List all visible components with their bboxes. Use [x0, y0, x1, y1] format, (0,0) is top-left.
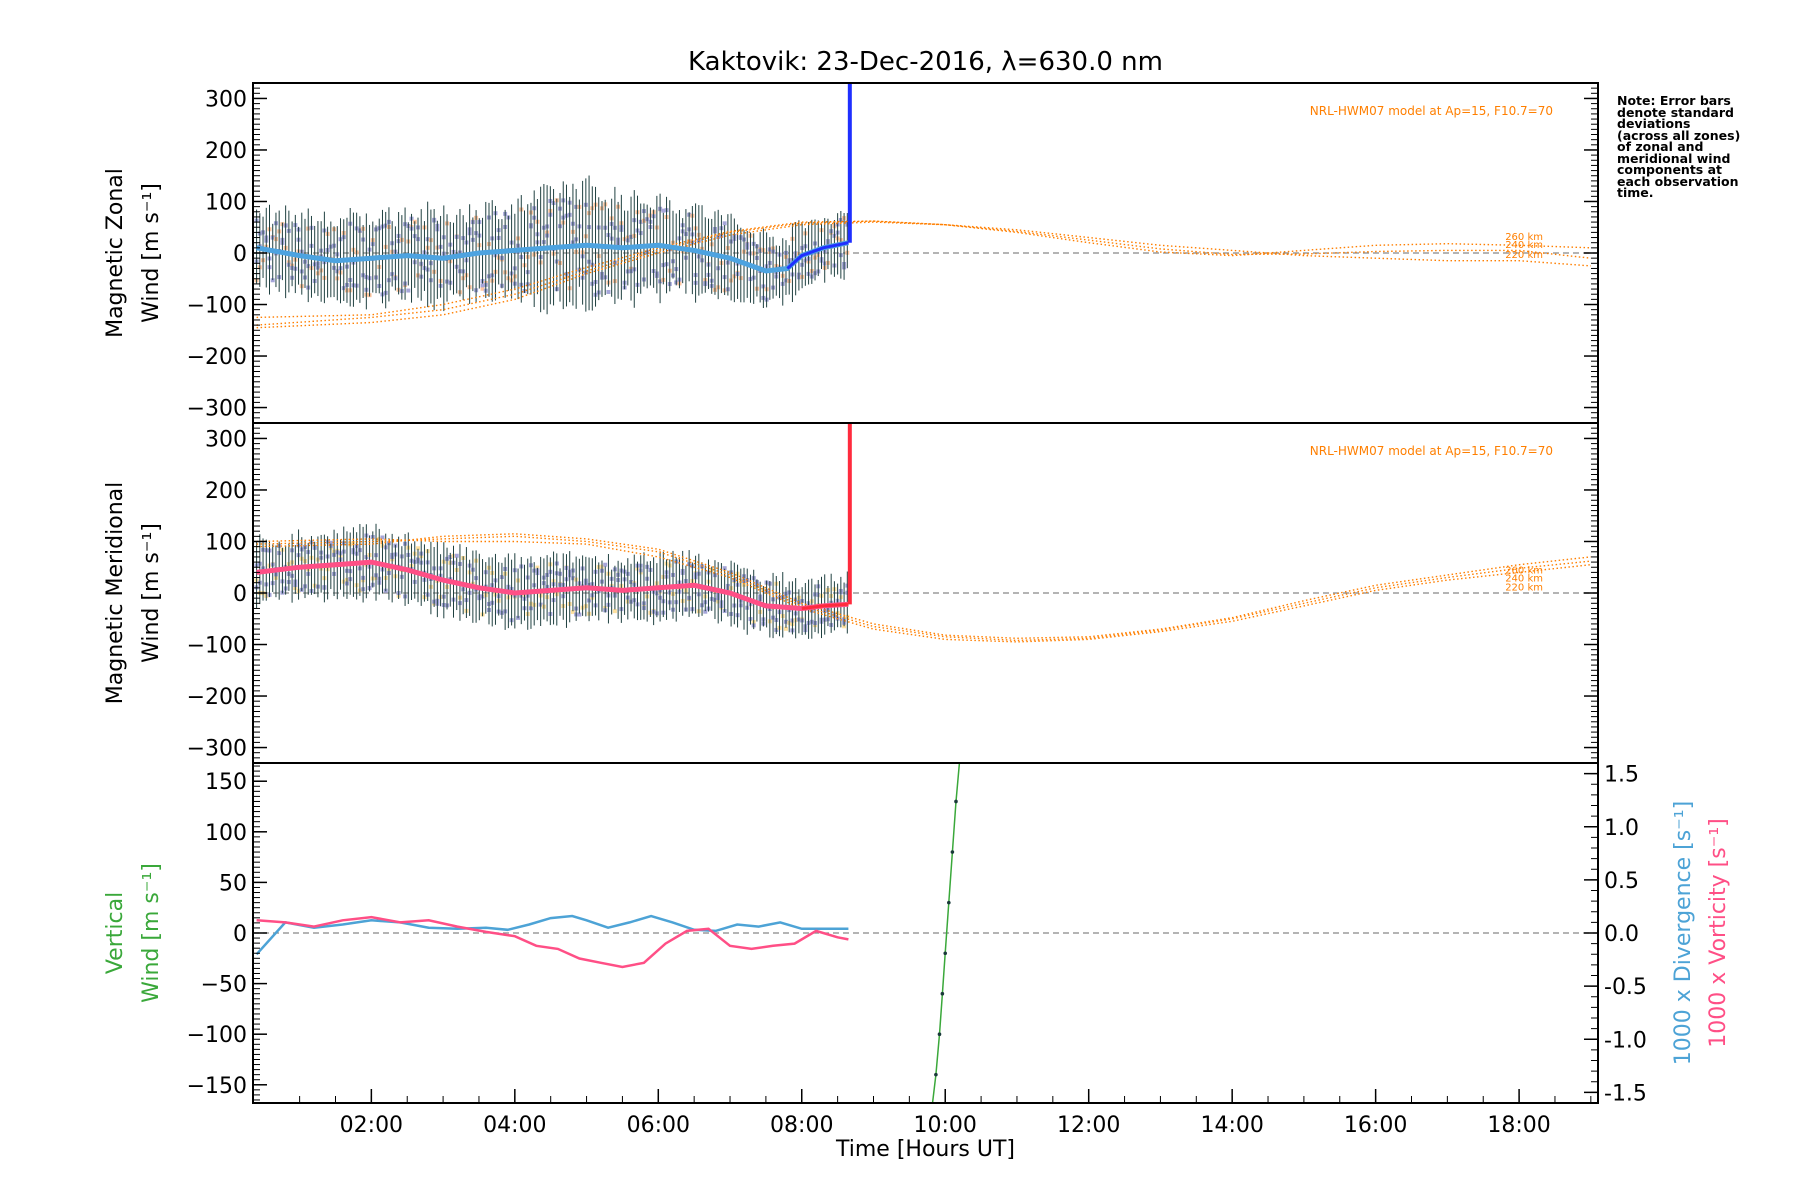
altitude-label: 260 km: [1505, 232, 1543, 243]
y-tick-label: −100: [187, 634, 247, 659]
y-tick-label: 300: [205, 87, 247, 112]
y-tick-label: 100: [205, 530, 247, 555]
altitude-label: 240 km: [1505, 574, 1543, 585]
y-axis-label-line1: Magnetic Meridional: [103, 482, 128, 704]
y-tick-label: −100: [187, 1023, 247, 1048]
y-tick-label: 0: [233, 242, 247, 267]
x-tick-label: 18:00: [1487, 1113, 1550, 1138]
vertical-wind-point: [954, 799, 958, 804]
x-tick-label: 08:00: [770, 1113, 833, 1138]
data-point: [783, 626, 788, 631]
x-axis-label: Time [Hours UT]: [835, 1137, 1015, 1162]
y-tick-label: −100: [187, 294, 247, 319]
y-tick-label: −300: [187, 737, 247, 762]
model-curve-260km: [256, 220, 1591, 319]
mean-wind-line: [256, 559, 849, 612]
data-point: [480, 286, 485, 291]
plot-area-zonal: [253, 83, 1598, 329]
vertical-wind-point: [934, 1072, 938, 1077]
y-tick-label: 100: [205, 821, 247, 846]
y-tick-label: −300: [187, 397, 247, 422]
model-curve-240km: [256, 220, 1591, 326]
y-axis-label-line2: Wind [m s⁻¹]: [139, 863, 164, 1003]
y-axis-label-line2: Wind [m s⁻¹]: [139, 183, 164, 323]
y-tick-label: −200: [187, 685, 247, 710]
vertical-wind-point: [950, 850, 955, 854]
x-tick-label: 02:00: [340, 1113, 403, 1138]
y-tick-label: −50: [201, 973, 247, 998]
errorbar-note: Note: Error bars denote standard deviati…: [1617, 93, 1741, 200]
data-point: [480, 283, 485, 288]
y-tick-label: 150: [205, 770, 247, 795]
divergence-line: [255, 914, 849, 956]
x-tick-label: 06:00: [627, 1113, 690, 1138]
data-point: [577, 612, 582, 617]
model-label: NRL-HWM07 model at Ap=15, F10.7=70: [1310, 104, 1553, 118]
data-point: [328, 540, 333, 545]
model-label: NRL-HWM07 model at Ap=15, F10.7=70: [1310, 444, 1553, 458]
vertical-wind-point: [940, 991, 945, 996]
chart-title: Kaktovik: 23-Dec-2016, λ=630.0 nm: [688, 47, 1163, 77]
right-tick-label: 0.5: [1604, 869, 1639, 894]
y-tick-label: 0: [233, 922, 247, 947]
right-tick-label: 1.0: [1604, 816, 1639, 841]
y-tick-label: −200: [187, 345, 247, 370]
right-tick-label: -1.5: [1604, 1081, 1647, 1106]
data-point: [722, 566, 727, 571]
panel-zonal: NRL-HWM07 model at Ap=15, F10.7=70 260 km…: [103, 82, 1599, 424]
altitude-label: 220 km: [1505, 250, 1543, 261]
y-tick-label: −150: [187, 1074, 247, 1099]
y-axis-label-line1: Vertical: [103, 892, 128, 974]
divergence-axis-label: 1000 x Divergence [s⁻¹]: [1671, 801, 1696, 1065]
right-tick-label: -0.5: [1604, 975, 1647, 1000]
altitude-label: 220 km: [1505, 582, 1543, 593]
plot-area-vertical: [253, 763, 1598, 1103]
vertical-wind-point: [937, 1032, 942, 1036]
altitude-label: 240 km: [1505, 240, 1543, 251]
data-point: [606, 289, 611, 294]
vertical-wind-point: [943, 951, 948, 956]
y-tick-label: 200: [205, 139, 247, 164]
data-point: [415, 546, 420, 551]
fit-line: [786, 241, 849, 270]
data-point: [603, 562, 608, 567]
altitude-label: 260 km: [1505, 565, 1543, 576]
panel-meridional: NRL-HWM07 model at Ap=15, F10.7=70 260 km…: [103, 422, 1599, 764]
right-tick-label: 1.5: [1604, 763, 1639, 788]
y-tick-label: 50: [219, 871, 247, 896]
right-tick-label: 0.0: [1604, 922, 1639, 947]
plot-area-meridional: [253, 423, 1598, 643]
data-point: [703, 609, 708, 614]
x-tick-label: 16:00: [1344, 1113, 1407, 1138]
y-tick-label: 100: [205, 190, 247, 215]
vorticity-axis-label: 1000 x Vorticity [s⁻¹]: [1706, 818, 1731, 1048]
x-tick-label: 12:00: [1057, 1113, 1120, 1138]
y-tick-label: 300: [205, 427, 247, 452]
fit-line: [801, 602, 849, 610]
data-point: [661, 208, 666, 213]
data-point: [570, 609, 575, 614]
data-point: [535, 565, 540, 570]
data-point: [612, 609, 617, 614]
vertical-wind-point: [947, 900, 951, 905]
data-point: [406, 288, 411, 293]
y-axis-label-line1: Magnetic Zonal: [103, 168, 128, 338]
vorticity-line: [256, 915, 849, 969]
x-tick-label: 14:00: [1200, 1113, 1263, 1138]
y-tick-label: 0: [233, 582, 247, 607]
data-point: [380, 535, 385, 540]
right-tick-label: -1.0: [1604, 1028, 1647, 1053]
y-axis-label-line2: Wind [m s⁻¹]: [139, 523, 164, 663]
x-tick-label: 10:00: [914, 1113, 977, 1138]
panel-vertical: -1.5 -1.0 -0.5 0.0 0.5 1.0 1.5 1000 x Divergenc…: [103, 762, 1731, 1162]
data-point: [270, 278, 275, 283]
data-point: [722, 221, 727, 226]
data-point: [454, 553, 459, 558]
x-tick-label: 04:00: [483, 1113, 546, 1138]
y-tick-label: 200: [205, 479, 247, 504]
